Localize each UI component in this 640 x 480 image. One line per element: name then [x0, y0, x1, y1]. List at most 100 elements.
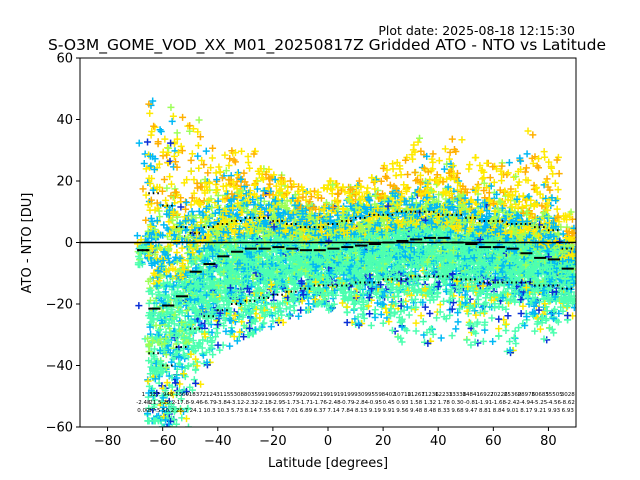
data-point [180, 370, 188, 378]
data-point [175, 331, 183, 339]
data-point [160, 176, 168, 184]
data-point [159, 394, 167, 402]
data-point [146, 180, 154, 188]
data-point [172, 379, 180, 387]
data-point [165, 400, 173, 408]
data-point [155, 277, 163, 285]
data-point [190, 376, 198, 384]
data-point [151, 375, 159, 383]
data-point [153, 282, 161, 290]
data-point [184, 423, 192, 427]
data-point [158, 366, 166, 374]
data-point [184, 263, 192, 271]
data-point [154, 258, 162, 266]
data-point [162, 315, 170, 323]
plot-date: Plot date: 2025-08-18 12:15:30 [378, 23, 575, 38]
data-point [176, 254, 184, 262]
data-point [151, 123, 159, 131]
data-point [173, 302, 181, 310]
data-point [167, 180, 175, 188]
data-point [148, 217, 156, 225]
data-point [179, 260, 187, 268]
data-point [155, 160, 163, 168]
data-point [162, 288, 170, 296]
data-point [184, 362, 192, 370]
data-point [161, 386, 169, 394]
data-point [145, 417, 153, 425]
data-point [145, 174, 153, 182]
data-point [173, 129, 181, 137]
data-point [153, 199, 161, 207]
data-point [209, 144, 217, 152]
data-point [175, 359, 183, 367]
data-point [153, 389, 161, 397]
data-point [151, 271, 159, 279]
data-point [167, 308, 175, 316]
data-point [246, 164, 254, 172]
data-point [153, 266, 161, 274]
data-point [170, 231, 178, 239]
data-point [389, 160, 397, 168]
data-point [183, 176, 191, 184]
data-point [171, 406, 179, 414]
data-point [159, 423, 167, 427]
data-point [178, 318, 186, 326]
data-point [195, 164, 203, 172]
data-point [174, 338, 182, 346]
data-point [167, 103, 175, 111]
data-point [152, 233, 160, 241]
data-point [147, 223, 155, 231]
data-point [173, 374, 181, 382]
data-point [153, 244, 161, 252]
data-point [192, 366, 200, 374]
data-point [166, 230, 174, 238]
data-point [173, 163, 181, 171]
data-point [170, 152, 178, 160]
data-point [398, 338, 406, 346]
data-point [202, 147, 210, 155]
data-point [164, 254, 172, 262]
data-point [175, 307, 183, 315]
data-point [183, 415, 191, 423]
data-point [158, 398, 166, 406]
data-point [213, 325, 221, 333]
data-point [317, 194, 325, 202]
data-point [178, 244, 186, 252]
data-point [371, 313, 379, 321]
data-point [166, 173, 174, 181]
data-point [147, 311, 155, 319]
data-point [170, 416, 178, 424]
data-point [171, 158, 179, 166]
data-point [144, 334, 152, 342]
data-point [133, 232, 141, 240]
scatter-points [133, 97, 576, 427]
data-point [162, 196, 170, 204]
data-point [173, 390, 181, 398]
data-point [160, 279, 168, 287]
data-point [176, 232, 184, 240]
data-point [173, 135, 181, 143]
data-point [156, 183, 164, 191]
data-point [145, 299, 153, 307]
data-point [146, 152, 154, 160]
data-point [165, 245, 173, 253]
data-point [173, 213, 181, 221]
data-point [166, 281, 174, 289]
data-point [382, 173, 390, 181]
data-point [149, 336, 157, 344]
data-point [147, 131, 155, 139]
data-point [184, 404, 192, 412]
data-point [392, 171, 400, 179]
data-point [157, 127, 165, 135]
data-point [167, 139, 175, 147]
data-point [179, 281, 187, 289]
data-point [226, 342, 234, 350]
data-point [163, 210, 171, 218]
data-point [161, 249, 169, 257]
data-point [176, 219, 184, 227]
data-point [178, 388, 186, 396]
data-point [176, 380, 184, 388]
data-point [160, 423, 168, 427]
data-point [141, 150, 149, 158]
data-point [154, 140, 162, 148]
